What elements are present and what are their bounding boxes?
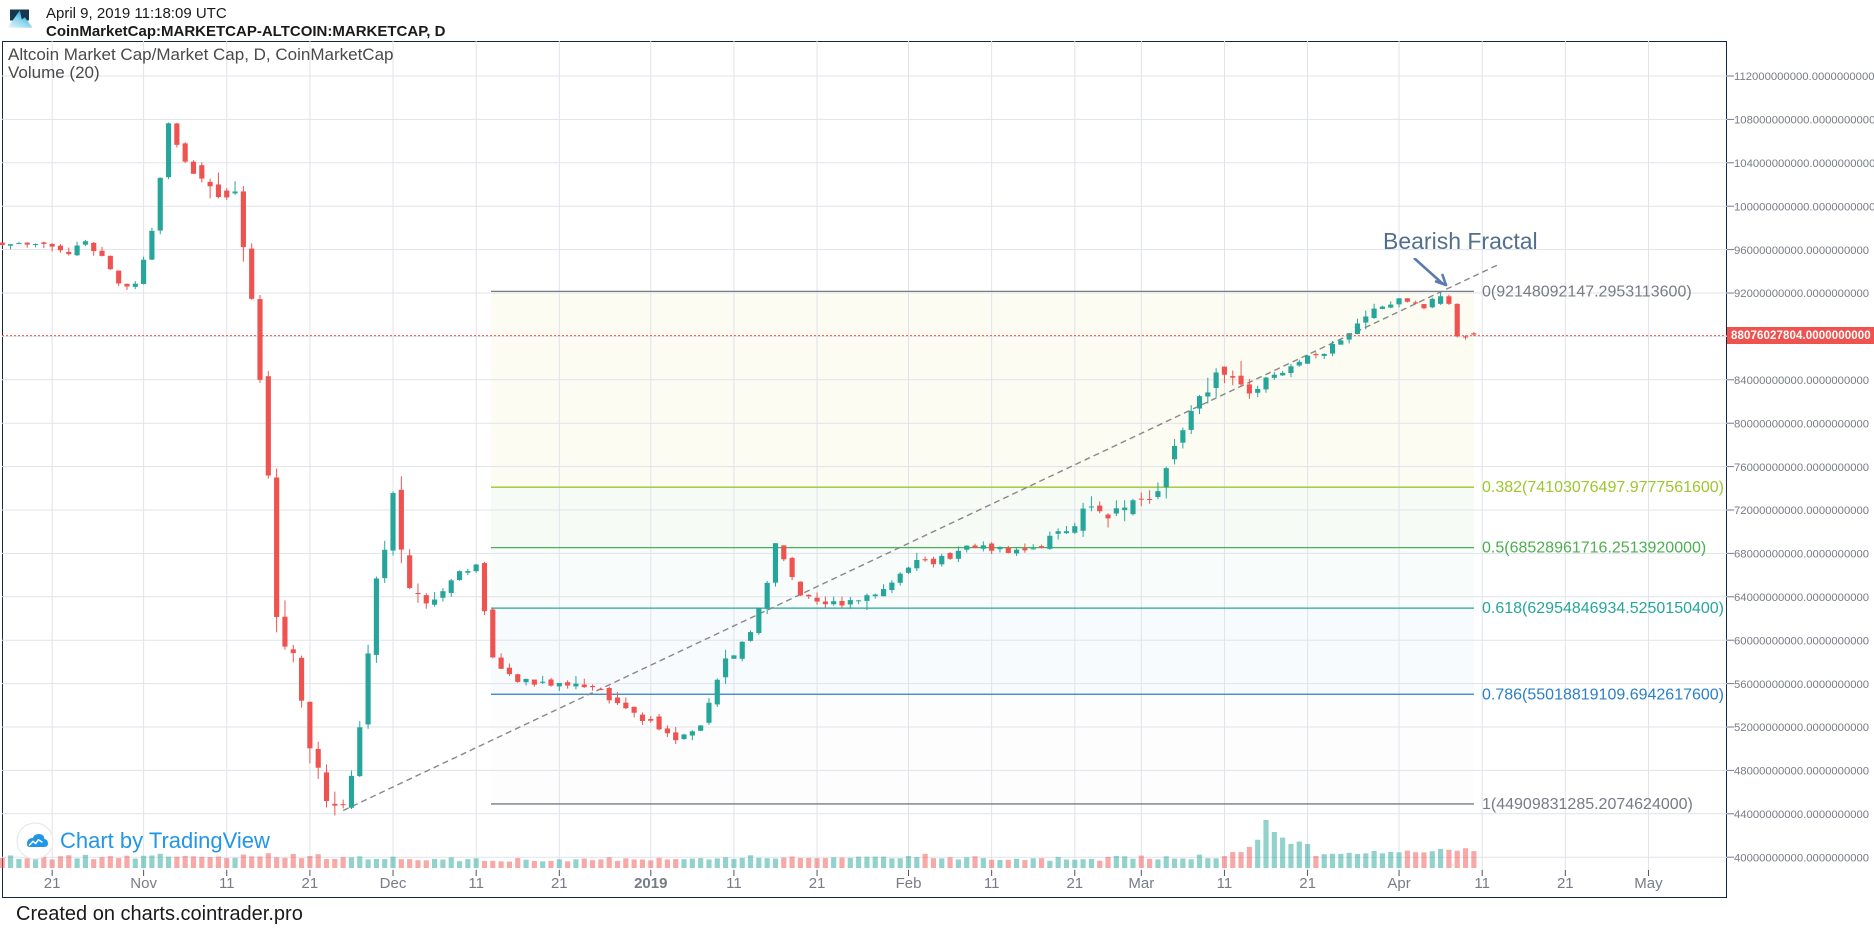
svg-text:21: 21 [809, 875, 826, 892]
svg-text:Dec: Dec [380, 875, 407, 892]
svg-text:11: 11 [726, 875, 742, 892]
svg-text:Nov: Nov [130, 875, 157, 892]
svg-text:48000000000.0000000000: 48000000000.0000000000 [1734, 766, 1869, 778]
svg-text:Feb: Feb [896, 875, 922, 892]
svg-text:0(92148092147.2953113600): 0(92148092147.2953113600) [1482, 283, 1692, 300]
svg-text:92000000000.0000000000: 92000000000.0000000000 [1734, 288, 1869, 300]
svg-text:56000000000.0000000000: 56000000000.0000000000 [1734, 679, 1869, 691]
svg-text:80000000000.0000000000: 80000000000.0000000000 [1734, 418, 1869, 430]
svg-text:76000000000.0000000000: 76000000000.0000000000 [1734, 462, 1869, 474]
svg-text:11: 11 [984, 875, 1000, 892]
svg-text:11: 11 [468, 875, 484, 892]
svg-text:0.786(55018819109.6942617600): 0.786(55018819109.6942617600) [1482, 686, 1724, 703]
svg-text:11: 11 [219, 875, 235, 892]
svg-text:68000000000.0000000000: 68000000000.0000000000 [1734, 549, 1869, 561]
svg-text:21: 21 [44, 875, 61, 892]
svg-text:0.5(68528961716.2513920000): 0.5(68528961716.2513920000) [1482, 540, 1706, 557]
svg-text:52000000000.0000000000: 52000000000.0000000000 [1734, 722, 1869, 734]
svg-text:21: 21 [1066, 875, 1083, 892]
svg-text:2019: 2019 [634, 875, 667, 892]
svg-text:May: May [1634, 875, 1663, 892]
svg-text:112000000000.0000000000: 112000000000.0000000000 [1734, 71, 1874, 83]
svg-text:1(44909831285.2074624000): 1(44909831285.2074624000) [1482, 796, 1693, 813]
svg-text:0.618(62954846934.5250150400): 0.618(62954846934.5250150400) [1482, 600, 1724, 617]
svg-text:21: 21 [1557, 875, 1574, 892]
svg-text:21: 21 [551, 875, 568, 892]
svg-text:21: 21 [1299, 875, 1316, 892]
svg-text:21: 21 [302, 875, 319, 892]
svg-text:64000000000.0000000000: 64000000000.0000000000 [1734, 592, 1869, 604]
svg-text:40000000000.0000000000: 40000000000.0000000000 [1734, 852, 1869, 864]
svg-text:84000000000.0000000000: 84000000000.0000000000 [1734, 375, 1869, 387]
svg-text:96000000000.0000000000: 96000000000.0000000000 [1734, 245, 1869, 257]
svg-text:Apr: Apr [1387, 875, 1410, 892]
svg-text:100000000000.0000000000: 100000000000.0000000000 [1734, 201, 1874, 213]
svg-text:44000000000.0000000000: 44000000000.0000000000 [1734, 809, 1869, 821]
svg-text:72000000000.0000000000: 72000000000.0000000000 [1734, 505, 1869, 517]
svg-text:11: 11 [1217, 875, 1233, 892]
svg-text:60000000000.0000000000: 60000000000.0000000000 [1734, 635, 1869, 647]
svg-text:108000000000.0000000000: 108000000000.0000000000 [1734, 115, 1874, 127]
svg-text:11: 11 [1474, 875, 1490, 892]
svg-text:0.382(74103076497.9777561600): 0.382(74103076497.9777561600) [1482, 479, 1724, 496]
svg-text:Mar: Mar [1128, 875, 1154, 892]
svg-text:104000000000.0000000000: 104000000000.0000000000 [1734, 158, 1874, 170]
